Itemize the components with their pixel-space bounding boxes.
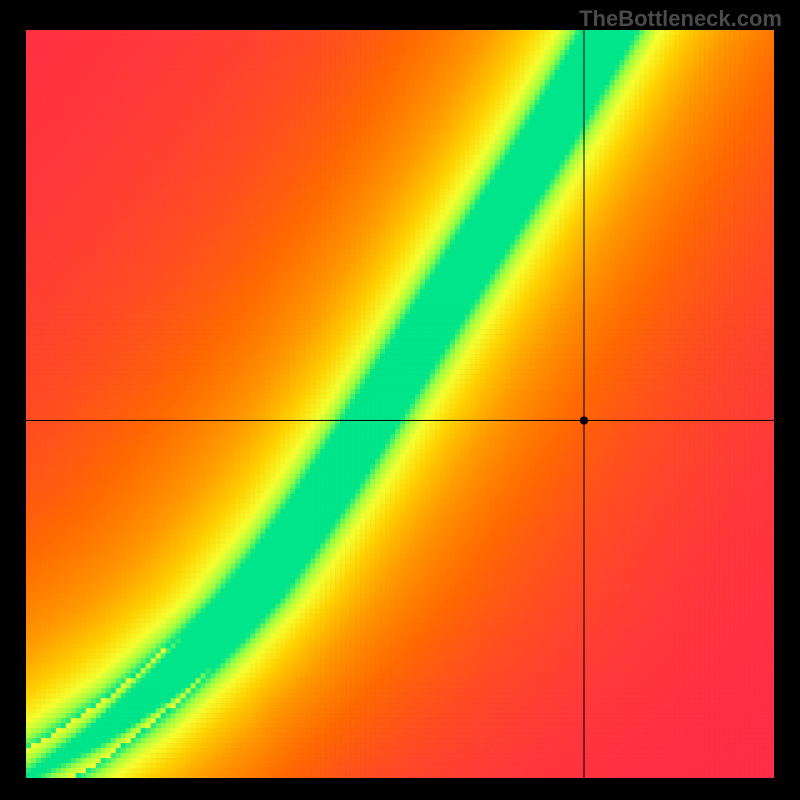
heatmap-canvas [26, 30, 774, 778]
chart-container: TheBottleneck.com [0, 0, 800, 800]
watermark-text: TheBottleneck.com [579, 6, 782, 32]
heatmap-plot [26, 30, 774, 778]
